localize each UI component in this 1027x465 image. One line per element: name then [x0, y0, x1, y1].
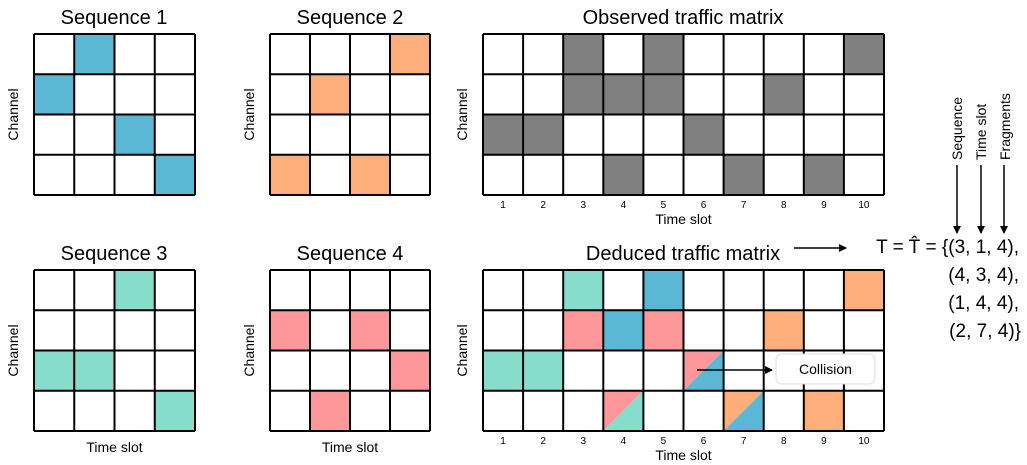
panel-title: Observed traffic matrix — [583, 7, 784, 29]
occupied-cell — [803, 154, 844, 195]
occupied-cell — [603, 154, 644, 195]
occupied-cell — [643, 74, 684, 115]
occupied-cell — [390, 350, 430, 391]
equation-line-4: (2, 7, 4)} — [949, 321, 1021, 342]
collision-cell-lower — [603, 390, 644, 431]
x-tick-label: 4 — [621, 200, 627, 211]
occupied-cell — [643, 34, 684, 75]
occupied-cell — [803, 390, 844, 431]
y-axis-label: Channel — [454, 88, 470, 140]
panel-observed: Observed traffic matrix Channel 1 2 3 4 5 6 7 8 9 1… — [454, 7, 885, 227]
x-tick-label: 5 — [661, 200, 667, 211]
x-axis-label: Time slot — [86, 439, 142, 455]
collision-cell-lower — [723, 390, 764, 431]
x-tick-label: 8 — [781, 436, 787, 447]
occupied-cell — [154, 390, 195, 431]
x-tick-label: 2 — [540, 200, 546, 211]
equation-line-1: T = T̂ = {(3, 1, 4), — [876, 236, 1019, 258]
x-tick-label: 5 — [661, 436, 667, 447]
occupied-cell — [563, 74, 604, 115]
occupied-cell — [34, 350, 75, 391]
panel-title: Sequence 2 — [297, 7, 404, 29]
x-tick-label: 6 — [701, 436, 707, 447]
x-tick-label: 7 — [741, 200, 747, 211]
occupied-cell — [763, 310, 804, 351]
panel-seq1: Sequence 1 Channel — [5, 7, 196, 196]
panel-title: Sequence 1 — [61, 7, 168, 29]
y-axis-label: Channel — [5, 88, 21, 140]
panel-title: Sequence 4 — [297, 243, 404, 265]
occupied-cell — [683, 114, 724, 155]
y-axis-label: Channel — [5, 324, 21, 376]
occupied-cell — [563, 34, 604, 75]
collision-cell-upper — [603, 390, 644, 431]
occupied-cell — [643, 270, 684, 311]
y-axis-label: Channel — [241, 88, 257, 140]
occupied-cell — [350, 154, 390, 195]
panel-title: Sequence 3 — [61, 243, 168, 265]
collision-cell-upper — [723, 390, 764, 431]
x-tick-label: 4 — [621, 436, 627, 447]
equation-line-3: (1, 4, 4), — [948, 293, 1019, 314]
panel-deduced: Deduced traffic matrix Channel 1 2 3 4 5 6 7 8 9 10… — [454, 243, 885, 463]
panel-seq4: Sequence 4 Channel Time slot — [241, 243, 431, 455]
occupied-cell — [563, 310, 604, 351]
occupied-cell — [270, 310, 310, 351]
x-tick-label: 8 — [781, 200, 787, 211]
occupied-cell — [603, 74, 644, 115]
occupied-cell — [114, 114, 155, 155]
x-tick-label: 7 — [741, 436, 747, 447]
panel-title: Deduced traffic matrix — [586, 243, 780, 265]
occupied-cell — [310, 390, 350, 431]
x-tick-label: 6 — [701, 200, 707, 211]
x-tick-label: 1 — [500, 200, 506, 211]
side-label-time-slot: Time slot — [973, 104, 989, 160]
panel-seq2: Sequence 2 Channel — [241, 7, 431, 196]
x-tick-label: 3 — [580, 200, 586, 211]
occupied-cell — [270, 154, 310, 195]
side-label-sequence: Sequence — [949, 97, 965, 160]
occupied-cell — [34, 74, 75, 115]
panel-seq3: Sequence 3 Channel Time slot — [5, 243, 196, 455]
x-axis-label: Time slot — [322, 439, 378, 455]
occupied-cell — [843, 34, 884, 75]
occupied-cell — [563, 270, 604, 311]
collision-label: Collision — [799, 361, 852, 377]
x-tick-label: 1 — [500, 436, 506, 447]
occupied-cell — [350, 310, 390, 351]
y-axis-label: Channel — [454, 324, 470, 376]
x-tick-label: 9 — [821, 436, 827, 447]
x-tick-label: 10 — [858, 436, 870, 447]
side-label-fragments: Fragments — [997, 93, 1013, 160]
collision-callout-box — [775, 353, 876, 385]
x-tick-label: 9 — [821, 200, 827, 211]
x-tick-label: 3 — [580, 436, 586, 447]
occupied-cell — [723, 154, 764, 195]
occupied-cell — [483, 350, 524, 391]
occupied-cell — [523, 114, 564, 155]
occupied-cell — [74, 350, 115, 391]
occupied-cell — [763, 74, 804, 115]
equation-line-2: (4, 3, 4), — [948, 265, 1019, 286]
occupied-cell — [643, 310, 684, 351]
occupied-cell — [310, 74, 350, 115]
occupied-cell — [603, 310, 644, 351]
x-tick-label: 10 — [858, 200, 870, 211]
occupied-cell — [74, 34, 115, 75]
occupied-cell — [483, 114, 524, 155]
occupied-cell — [523, 350, 564, 391]
occupied-cell — [114, 270, 155, 311]
occupied-cell — [154, 154, 195, 195]
occupied-cell — [390, 34, 430, 75]
occupied-cell — [843, 270, 884, 311]
x-tick-label: 2 — [540, 436, 546, 447]
y-axis-label: Channel — [241, 324, 257, 376]
x-axis-label: Time slot — [655, 447, 711, 463]
x-axis-label: Time slot — [655, 211, 711, 227]
